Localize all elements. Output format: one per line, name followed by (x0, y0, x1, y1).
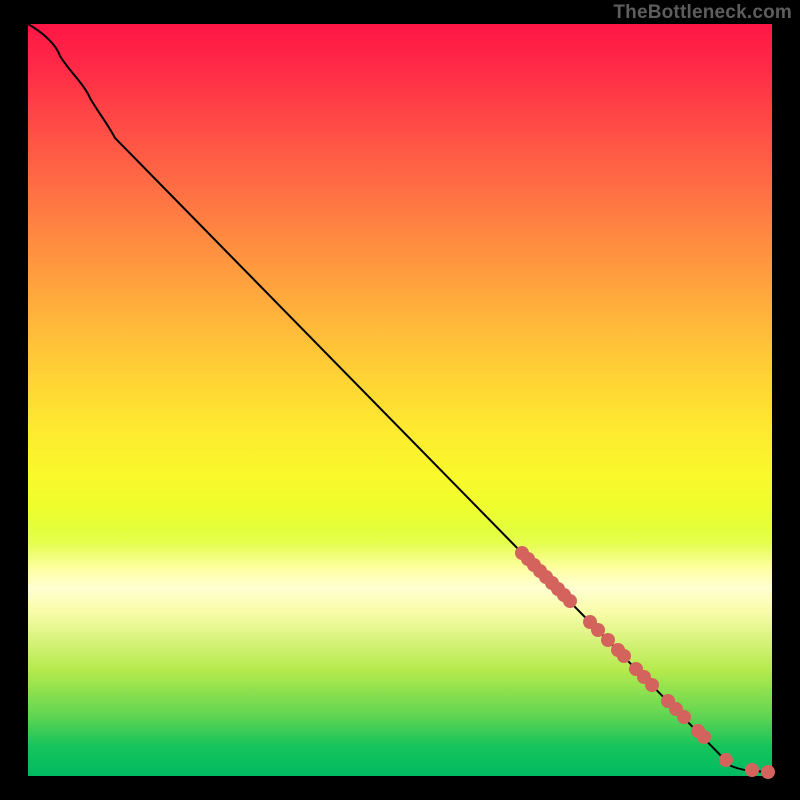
marker-point (601, 633, 615, 647)
marker-point (677, 710, 691, 724)
marker-point (697, 730, 711, 744)
marker-point (761, 765, 775, 779)
marker-point (745, 763, 759, 777)
marker-point (617, 649, 631, 663)
marker-point (645, 678, 659, 692)
plot-background (28, 24, 772, 776)
marker-point (563, 594, 577, 608)
bottleneck-chart (0, 0, 800, 800)
marker-point (719, 753, 733, 767)
watermark-text: TheBottleneck.com (613, 2, 792, 24)
marker-point (591, 623, 605, 637)
